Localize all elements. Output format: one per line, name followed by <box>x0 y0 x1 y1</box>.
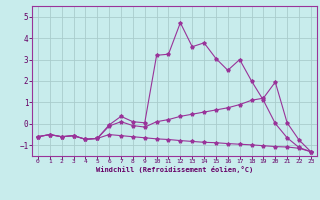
X-axis label: Windchill (Refroidissement éolien,°C): Windchill (Refroidissement éolien,°C) <box>96 166 253 173</box>
